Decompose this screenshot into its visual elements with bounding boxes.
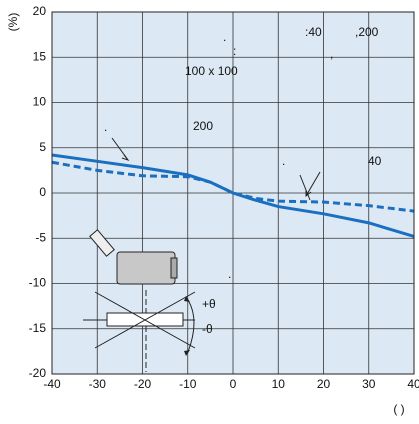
x-tick-label: -10: [179, 377, 197, 391]
annotation: .: [228, 267, 231, 281]
y-tick-label: 0: [39, 185, 46, 199]
annotation: +θ: [202, 297, 216, 311]
x-tick-label: -40: [43, 377, 61, 391]
y-tick-label: 5: [39, 140, 46, 154]
annotation: ,200: [355, 25, 379, 39]
annotation: .: [104, 120, 107, 134]
annotation: ,: [330, 47, 333, 61]
x-tick-label: 10: [272, 377, 286, 391]
annotation-arrows: [111, 137, 321, 201]
x-tick-label: 20: [317, 377, 331, 391]
y-tick-label: -15: [29, 321, 47, 335]
x-axis-label: ( ): [393, 402, 404, 416]
annotation: .: [223, 30, 226, 44]
x-tick-label: 0: [230, 377, 237, 391]
y-tick-label: -10: [29, 276, 47, 290]
annotation: :40: [305, 25, 322, 39]
x-tick-label: -30: [89, 377, 107, 391]
annotation: 40: [368, 154, 382, 168]
sensor-illustration: [83, 229, 196, 372]
x-tick-label: -20: [134, 377, 152, 391]
plot-frame: [51, 11, 415, 375]
x-tick-label: 40: [407, 377, 419, 391]
y-axis-label: (%): [6, 13, 20, 32]
annotation: -θ: [202, 322, 213, 336]
annotation: 100 x 100: [185, 64, 238, 78]
y-tick-label: -5: [35, 230, 46, 244]
y-tick-label: 15: [33, 49, 47, 63]
x-tick-label: 30: [362, 377, 376, 391]
y-tick-label: -20: [29, 366, 47, 380]
y-tick-label: 20: [33, 4, 47, 18]
annotation: .: [282, 154, 285, 168]
data-line: [51, 160, 415, 213]
annotation: 200: [193, 119, 213, 133]
annotation: :: [233, 44, 236, 58]
data-line: [51, 153, 415, 238]
y-tick-label: 10: [33, 95, 47, 109]
